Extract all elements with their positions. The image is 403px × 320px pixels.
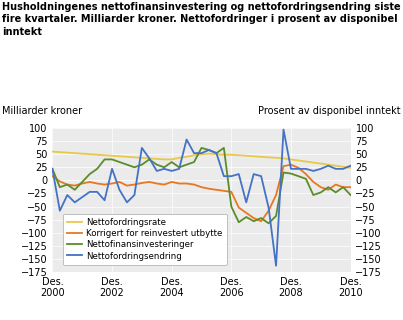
Text: Milliarder kroner: Milliarder kroner xyxy=(2,106,82,116)
Text: fire kvartaler. Milliarder kroner. Nettofordringer i prosent av disponibel: fire kvartaler. Milliarder kroner. Netto… xyxy=(2,14,398,24)
Legend: Nettofordringsrate, Korrigert for reinvestert utbytte, Nettofinansinvesteringer,: Nettofordringsrate, Korrigert for reinve… xyxy=(62,214,226,265)
Text: Prosent av disponibel inntekt: Prosent av disponibel inntekt xyxy=(258,106,401,116)
Text: Husholdningenes nettofinansinvestering og nettofordringsendring siste: Husholdningenes nettofinansinvestering o… xyxy=(2,2,401,12)
Text: inntekt: inntekt xyxy=(2,27,42,37)
